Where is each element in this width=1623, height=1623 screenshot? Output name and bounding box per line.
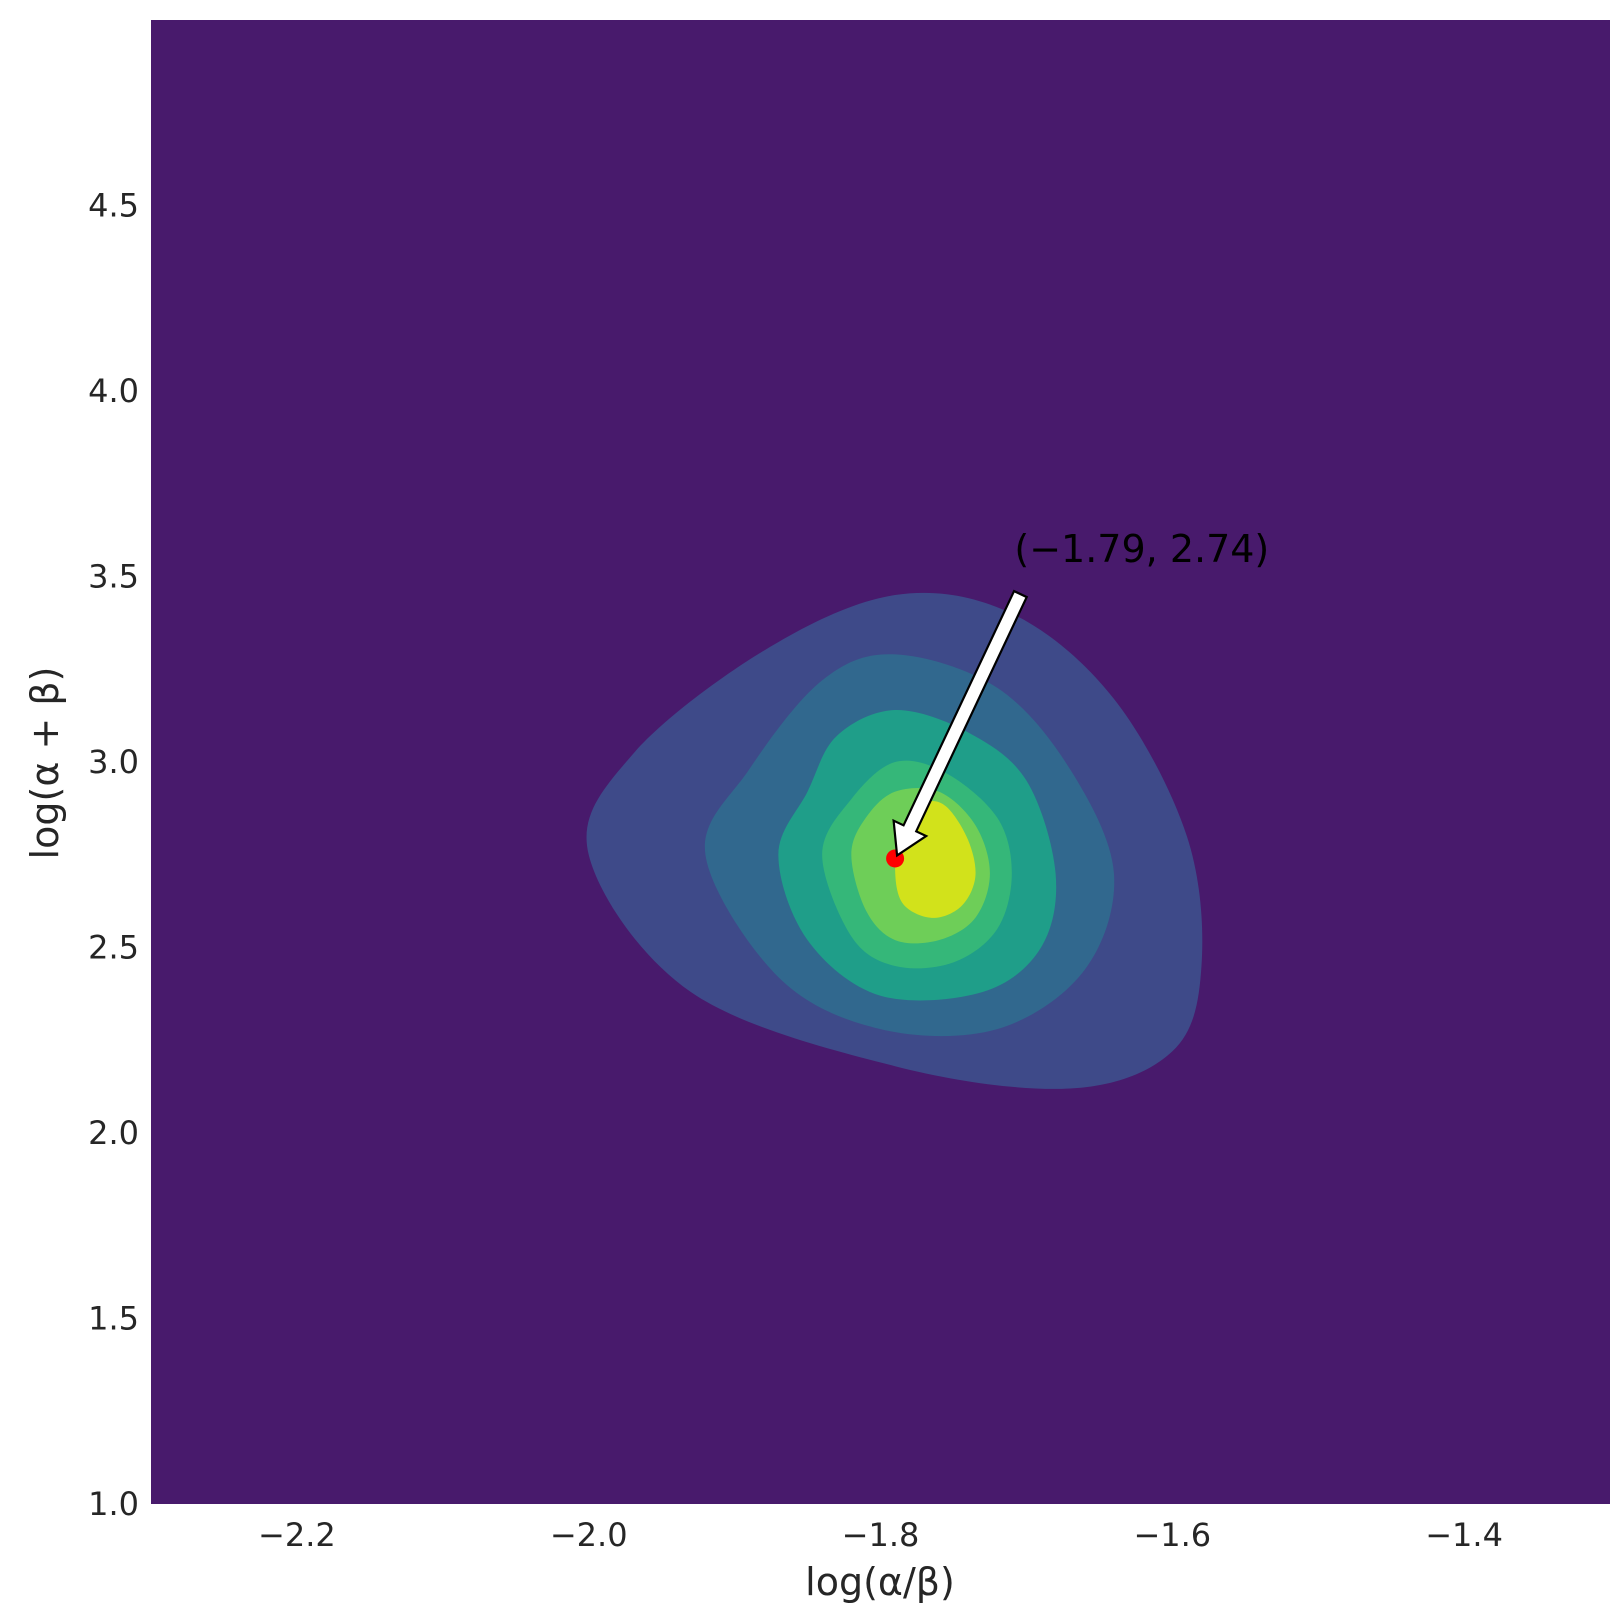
x-tick-label: −1.8 xyxy=(842,1516,920,1554)
x-tick-label: −1.4 xyxy=(1425,1516,1503,1554)
y-axis-label: log(α + β) xyxy=(23,667,67,860)
x-tick-label: −2.2 xyxy=(258,1516,336,1554)
annotation: (−1.79, 2.74) xyxy=(892,527,1269,858)
y-tick-label: 4.5 xyxy=(88,187,139,225)
y-tick-label: 1.5 xyxy=(88,1300,139,1338)
y-tick-label: 4.0 xyxy=(88,372,139,410)
y-tick-label: 2.0 xyxy=(88,1114,139,1152)
y-tick-label: 2.5 xyxy=(88,929,139,967)
y-tick-label: 3.0 xyxy=(88,743,139,781)
x-tick-label: −1.6 xyxy=(1133,1516,1211,1554)
x-axis-label: log(α/β) xyxy=(805,1560,955,1604)
y-axis: 1.0 1.5 2.0 2.5 3.0 3.5 4.0 4.5 xyxy=(88,187,139,1524)
y-tick-label: 1.0 xyxy=(88,1485,139,1523)
y-tick-label: 3.5 xyxy=(88,558,139,596)
annotation-arrow xyxy=(892,589,1029,858)
x-axis: −2.2 −2.0 −1.8 −1.6 −1.4 xyxy=(258,1516,1503,1554)
contour-fills xyxy=(586,592,1203,1089)
annotation-label: (−1.79, 2.74) xyxy=(1014,527,1269,571)
x-tick-label: −2.0 xyxy=(550,1516,628,1554)
